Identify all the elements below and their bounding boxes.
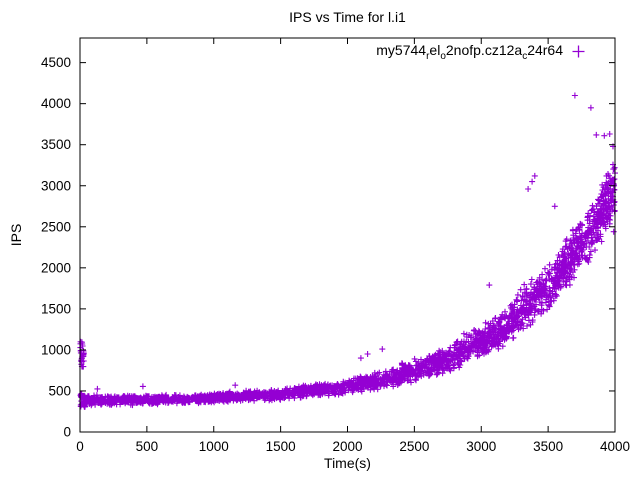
x-tick-label: 3000 bbox=[466, 439, 496, 454]
legend-label-text: el bbox=[429, 42, 441, 58]
y-tick-label: 1500 bbox=[41, 301, 71, 316]
legend-series-label: my5744relo2nofp.cz12ac24r64 bbox=[376, 42, 563, 62]
x-tick-label: 1500 bbox=[266, 439, 296, 454]
chart-title: IPS vs Time for l.i1 bbox=[289, 9, 406, 25]
legend: my5744relo2nofp.cz12ac24r64 bbox=[376, 42, 585, 62]
x-tick-label: 1000 bbox=[199, 439, 229, 454]
y-tick-label: 4500 bbox=[41, 55, 71, 70]
y-tick-label: 0 bbox=[63, 425, 71, 440]
y-tick-label: 1000 bbox=[41, 342, 71, 357]
x-tick-label: 500 bbox=[136, 439, 159, 454]
y-tick-label: 3000 bbox=[41, 178, 71, 193]
y-tick-label: 3500 bbox=[41, 137, 71, 152]
x-tick-label: 0 bbox=[76, 439, 84, 454]
plot-border bbox=[79, 37, 616, 433]
x-tick-label: 2500 bbox=[399, 439, 429, 454]
legend-label-text: my5744 bbox=[376, 42, 427, 58]
legend-label-subscript: r bbox=[426, 50, 430, 62]
x-tick-label: 4000 bbox=[600, 439, 630, 454]
plus-glyph bbox=[572, 45, 585, 58]
y-tick-label: 2500 bbox=[41, 219, 71, 234]
y-axis-label: IPS bbox=[8, 223, 24, 247]
scatter-points bbox=[77, 92, 618, 410]
legend-label-text: 24r64 bbox=[527, 42, 563, 58]
legend-plus-marker-icon bbox=[572, 45, 585, 58]
x-axis-label: Time(s) bbox=[324, 455, 371, 471]
legend-label-subscript: c bbox=[522, 50, 528, 62]
y-tick-label: 2000 bbox=[41, 260, 71, 275]
x-tick-label: 3500 bbox=[533, 439, 563, 454]
legend-label-text: 2nofp.cz12a bbox=[445, 42, 523, 58]
legend-label-subscript: o bbox=[440, 50, 446, 62]
y-tick-label: 500 bbox=[48, 383, 71, 398]
x-tick-label: 2000 bbox=[332, 439, 362, 454]
y-tick-label: 4000 bbox=[41, 96, 71, 111]
